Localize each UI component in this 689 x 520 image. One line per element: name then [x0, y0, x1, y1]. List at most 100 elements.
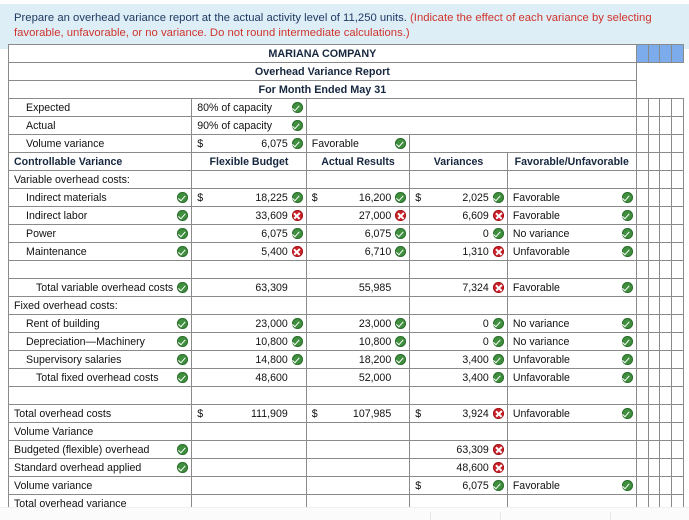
check-icon[interactable]	[492, 480, 504, 491]
amount-cell[interactable]: 3,400	[409, 368, 508, 387]
amount-cell[interactable]: 23,000	[305, 314, 411, 333]
x-icon[interactable]	[291, 210, 303, 221]
check-icon[interactable]	[395, 246, 407, 257]
check-icon[interactable]	[395, 138, 407, 149]
effect-cell[interactable]: Unfavorable	[506, 242, 637, 261]
check-icon[interactable]	[291, 192, 303, 203]
amount-cell[interactable]: $2,025	[409, 188, 508, 207]
x-icon[interactable]	[492, 462, 504, 473]
amount-cell[interactable]: 10,800	[191, 332, 307, 351]
effect-cell[interactable]: Unfavorable	[506, 350, 637, 369]
amount-cell[interactable]: 6,075	[191, 224, 307, 243]
effect-cell[interactable]: Favorable	[506, 188, 637, 207]
amount-cell[interactable]: 14,800	[191, 350, 307, 369]
check-icon[interactable]	[177, 282, 189, 293]
check-icon[interactable]	[177, 444, 189, 455]
amount-cell[interactable]: 0	[409, 332, 508, 351]
check-icon[interactable]	[177, 372, 189, 383]
amount-cell[interactable]: 52,000	[305, 368, 411, 387]
amount-cell[interactable]: 6,075	[305, 224, 411, 243]
check-icon[interactable]	[291, 228, 303, 239]
check-icon[interactable]	[395, 228, 407, 239]
amount-cell[interactable]: 0	[409, 224, 508, 243]
amount-cell[interactable]: 5,400	[191, 242, 307, 261]
amount-cell[interactable]: 3,400	[409, 350, 508, 369]
check-icon[interactable]	[621, 354, 633, 365]
x-icon[interactable]	[492, 408, 504, 419]
amount-cell[interactable]: 63,309	[409, 440, 508, 459]
amount-cell[interactable]: $3,924	[409, 404, 508, 423]
effect-cell[interactable]: No variance	[506, 332, 637, 351]
effect-cell[interactable]	[506, 440, 637, 459]
check-icon[interactable]	[621, 228, 633, 239]
effect-cell[interactable]: 80% of capacity	[191, 98, 307, 117]
amount-cell[interactable]: 48,600	[409, 458, 508, 477]
check-icon[interactable]	[395, 318, 407, 329]
effect-cell[interactable]: Unfavorable	[506, 368, 637, 387]
check-icon[interactable]	[621, 318, 633, 329]
amount-cell[interactable]: $6,075	[409, 476, 508, 495]
amount-cell[interactable]: 27,000	[305, 206, 411, 225]
check-icon[interactable]	[177, 192, 189, 203]
x-icon[interactable]	[492, 444, 504, 455]
check-icon[interactable]	[621, 372, 633, 383]
check-icon[interactable]	[492, 372, 504, 383]
check-icon[interactable]	[492, 192, 504, 203]
check-icon[interactable]	[291, 354, 303, 365]
effect-cell[interactable]: No variance	[506, 314, 637, 333]
amount-cell[interactable]: 1,310	[409, 242, 508, 261]
check-icon[interactable]	[621, 192, 633, 203]
check-icon[interactable]	[291, 138, 303, 149]
amount-cell[interactable]: 18,200	[305, 350, 411, 369]
check-icon[interactable]	[621, 210, 633, 221]
amount-cell[interactable]: 63,309	[191, 278, 307, 297]
check-icon[interactable]	[291, 318, 303, 329]
amount-cell[interactable]: $107,985	[305, 404, 411, 423]
check-icon[interactable]	[291, 102, 303, 113]
check-icon[interactable]	[395, 336, 407, 347]
check-icon[interactable]	[177, 336, 189, 347]
amount-cell[interactable]: $6,075	[191, 134, 307, 153]
amount-cell[interactable]: 6,710	[305, 242, 411, 261]
check-icon[interactable]	[621, 408, 633, 419]
check-icon[interactable]	[291, 336, 303, 347]
check-icon[interactable]	[177, 354, 189, 365]
x-icon[interactable]	[492, 246, 504, 257]
x-icon[interactable]	[291, 246, 303, 257]
check-icon[interactable]	[177, 318, 189, 329]
amount-cell[interactable]: 55,985	[305, 278, 411, 297]
effect-cell[interactable]: Unfavorable	[506, 404, 637, 423]
check-icon[interactable]	[177, 462, 189, 473]
amount-cell[interactable]: 6,609	[409, 206, 508, 225]
check-icon[interactable]	[492, 354, 504, 365]
check-icon[interactable]	[621, 282, 633, 293]
check-icon[interactable]	[177, 246, 189, 257]
check-icon[interactable]	[621, 336, 633, 347]
effect-cell[interactable]: Favorable	[506, 476, 637, 495]
check-icon[interactable]	[291, 120, 303, 131]
effect-cell[interactable]: Favorable	[305, 134, 411, 153]
amount-cell[interactable]: 48,600	[191, 368, 307, 387]
check-icon[interactable]	[492, 336, 504, 347]
check-icon[interactable]	[395, 354, 407, 365]
amount-cell[interactable]: 0	[409, 314, 508, 333]
check-icon[interactable]	[492, 228, 504, 239]
amount-cell[interactable]: 33,609	[191, 206, 307, 225]
effect-cell[interactable]: No variance	[506, 224, 637, 243]
check-icon[interactable]	[177, 210, 189, 221]
check-icon[interactable]	[621, 480, 633, 491]
amount-cell[interactable]: 23,000	[191, 314, 307, 333]
effect-cell[interactable]: 90% of capacity	[191, 116, 307, 135]
effect-cell[interactable]: Favorable	[506, 278, 637, 297]
check-icon[interactable]	[492, 318, 504, 329]
effect-cell[interactable]: Favorable	[506, 206, 637, 225]
amount-cell[interactable]: 10,800	[305, 332, 411, 351]
x-icon[interactable]	[492, 210, 504, 221]
x-icon[interactable]	[395, 210, 407, 221]
x-icon[interactable]	[492, 282, 504, 293]
amount-cell[interactable]: $18,225	[191, 188, 307, 207]
effect-cell[interactable]	[506, 458, 637, 477]
amount-cell[interactable]: 7,324	[409, 278, 508, 297]
check-icon[interactable]	[621, 246, 633, 257]
check-icon[interactable]	[177, 228, 189, 239]
